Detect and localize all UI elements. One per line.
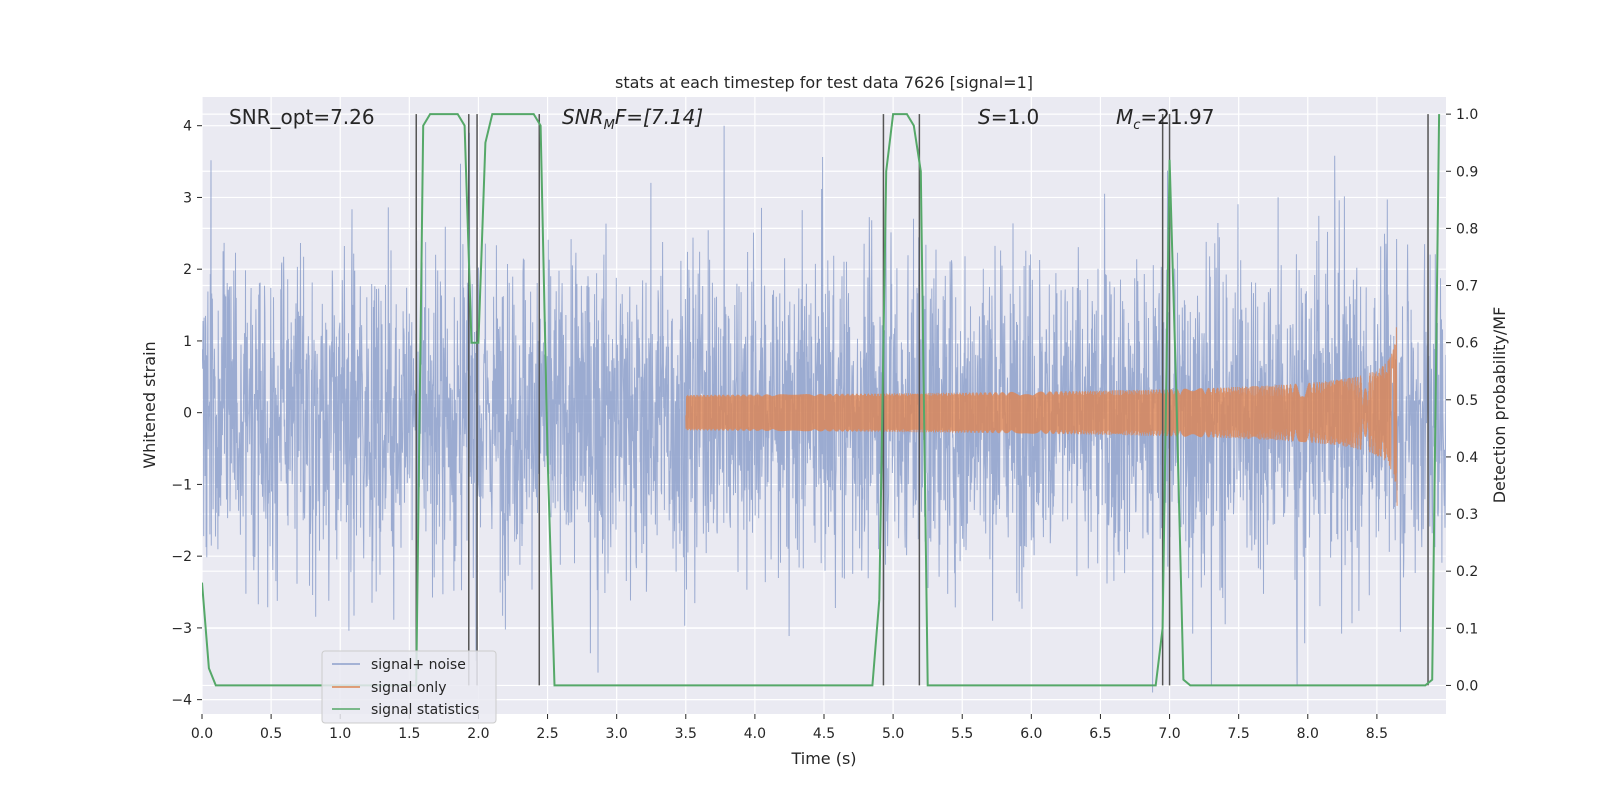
x-tick-label: 5.0 bbox=[882, 726, 904, 742]
chart-title: stats at each timestep for test data 762… bbox=[615, 73, 1033, 92]
y-right-tick-label: 0.3 bbox=[1456, 507, 1478, 523]
legend: signal+ noise signal only signal statist… bbox=[321, 650, 497, 724]
y-right-tick-label: 0.7 bbox=[1456, 279, 1478, 295]
y-tick-label: 1 bbox=[183, 334, 192, 350]
annotation-snr-mf: SNRMF=[7.14] bbox=[562, 105, 703, 133]
y-tick-label: −1 bbox=[171, 477, 192, 493]
series-signal-statistics bbox=[202, 113, 1441, 687]
y-axis-ticks: −4 −3 −2 −1 0 1 2 3 4 bbox=[171, 119, 202, 709]
x-tick-label: 1.0 bbox=[329, 726, 351, 742]
x-tick-label: 6.0 bbox=[1020, 726, 1042, 742]
mc-var: M bbox=[1116, 105, 1133, 129]
x-tick-label: 3.0 bbox=[606, 726, 628, 742]
legend-label-stats: signal statistics bbox=[371, 702, 479, 718]
series-signal-only bbox=[685, 327, 1398, 506]
y-right-tick-label: 0.5 bbox=[1456, 393, 1478, 409]
noise-trace bbox=[202, 125, 1446, 693]
legend-label-noise: signal+ noise bbox=[371, 657, 466, 673]
y-tick-label: −2 bbox=[171, 549, 192, 565]
x-tick-label: 7.0 bbox=[1158, 726, 1180, 742]
x-tick-label: 4.5 bbox=[813, 726, 835, 742]
y-right-tick-label: 0.2 bbox=[1456, 564, 1478, 580]
y-right-tick-label: 0.4 bbox=[1456, 450, 1478, 466]
x-axis-ticks: 0.0 0.5 1.0 1.5 2.0 2.5 3.0 3.5 4.0 4.5 5.0 5.5 6.0 6… bbox=[191, 714, 1388, 742]
mc-rest: =21.97 bbox=[1140, 105, 1214, 129]
chirp-trace bbox=[685, 327, 1398, 506]
x-tick-label: 5.5 bbox=[951, 726, 973, 742]
y-tick-label: −4 bbox=[171, 693, 192, 709]
x-tick-label: 3.5 bbox=[675, 726, 697, 742]
y-right-tick-label: 0.6 bbox=[1456, 336, 1478, 352]
annotation-s: S=1.0 bbox=[978, 105, 1039, 129]
x-tick-label: 0.0 bbox=[191, 726, 213, 742]
x-tick-label: 7.5 bbox=[1228, 726, 1250, 742]
y-right-tick-label: 0.0 bbox=[1456, 678, 1478, 694]
x-tick-label: 2.5 bbox=[536, 726, 558, 742]
x-tick-label: 4.0 bbox=[744, 726, 766, 742]
x-tick-label: 8.0 bbox=[1297, 726, 1319, 742]
y-tick-label: 0 bbox=[183, 406, 192, 422]
y-right-axis-label: Detection probability/MF bbox=[1490, 307, 1509, 504]
legend-label-signal: signal only bbox=[371, 680, 446, 696]
snr-mf-rest: F=[7.14] bbox=[615, 105, 703, 129]
snr-mf-base: SNR bbox=[562, 105, 604, 129]
y-axis-label: Whitened strain bbox=[140, 341, 159, 468]
annotation-mc: Mc=21.97 bbox=[1116, 105, 1214, 133]
x-tick-label: 8.5 bbox=[1366, 726, 1388, 742]
x-tick-label: 0.5 bbox=[260, 726, 282, 742]
x-axis-label: Time (s) bbox=[790, 749, 856, 768]
y-tick-label: 3 bbox=[183, 190, 192, 206]
x-tick-label: 1.5 bbox=[398, 726, 420, 742]
y-right-tick-label: 0.9 bbox=[1456, 164, 1478, 180]
stats-trace bbox=[202, 113, 1441, 687]
y-tick-label: 4 bbox=[183, 119, 192, 135]
mc-sub: c bbox=[1133, 118, 1140, 133]
annotation-snr-opt: SNR_opt=7.26 bbox=[229, 105, 375, 129]
y-right-tick-label: 0.8 bbox=[1456, 221, 1478, 237]
s-var: S bbox=[978, 105, 991, 129]
y-tick-label: 2 bbox=[183, 262, 192, 278]
s-rest: =1.0 bbox=[991, 105, 1040, 129]
series-signal-noise bbox=[202, 125, 1446, 693]
y-right-axis-ticks: 0.0 0.1 0.2 0.3 0.4 0.5 0.6 0.7 0.8 0.9 1.0 bbox=[1446, 107, 1478, 694]
x-tick-label: 6.5 bbox=[1089, 726, 1111, 742]
y-right-tick-label: 0.1 bbox=[1456, 621, 1478, 637]
x-tick-label: 2.0 bbox=[467, 726, 489, 742]
y-tick-label: −3 bbox=[171, 621, 192, 637]
y-right-tick-label: 1.0 bbox=[1456, 107, 1478, 123]
snr-mf-sub: M bbox=[604, 118, 615, 133]
